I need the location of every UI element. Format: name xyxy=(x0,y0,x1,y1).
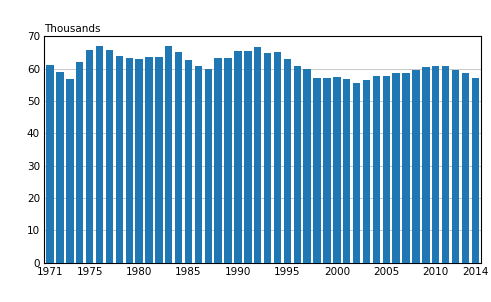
Bar xyxy=(274,52,281,263)
Bar xyxy=(333,77,341,263)
Bar xyxy=(392,73,400,263)
Bar xyxy=(422,67,430,263)
Bar xyxy=(303,69,311,263)
Bar xyxy=(126,58,133,263)
Bar xyxy=(382,76,390,263)
Bar xyxy=(76,63,83,263)
Bar xyxy=(412,69,420,263)
Bar xyxy=(363,80,370,263)
Bar xyxy=(175,52,182,263)
Bar xyxy=(215,58,222,263)
Bar xyxy=(106,50,113,263)
Bar xyxy=(343,79,351,263)
Bar xyxy=(471,78,479,263)
Bar xyxy=(442,66,449,263)
Bar xyxy=(96,46,103,263)
Bar xyxy=(244,51,251,263)
Bar xyxy=(234,51,242,263)
Bar xyxy=(115,56,123,263)
Bar xyxy=(402,73,410,263)
Bar xyxy=(264,53,272,263)
Bar xyxy=(86,50,93,263)
Bar xyxy=(136,59,143,263)
Bar xyxy=(205,69,212,263)
Bar xyxy=(294,66,301,263)
Text: Thousands: Thousands xyxy=(44,24,101,34)
Bar xyxy=(47,65,54,263)
Bar xyxy=(224,58,232,263)
Bar xyxy=(432,66,439,263)
Bar xyxy=(373,76,380,263)
Bar xyxy=(165,46,172,263)
Bar xyxy=(323,78,330,263)
Bar xyxy=(195,66,202,263)
Bar xyxy=(155,57,163,263)
Bar xyxy=(452,70,459,263)
Bar xyxy=(353,83,360,263)
Bar xyxy=(56,72,64,263)
Bar xyxy=(145,57,153,263)
Bar xyxy=(462,73,469,263)
Bar xyxy=(66,79,74,263)
Bar xyxy=(185,59,192,263)
Bar xyxy=(284,59,291,263)
Bar xyxy=(254,47,261,263)
Bar xyxy=(313,78,321,263)
